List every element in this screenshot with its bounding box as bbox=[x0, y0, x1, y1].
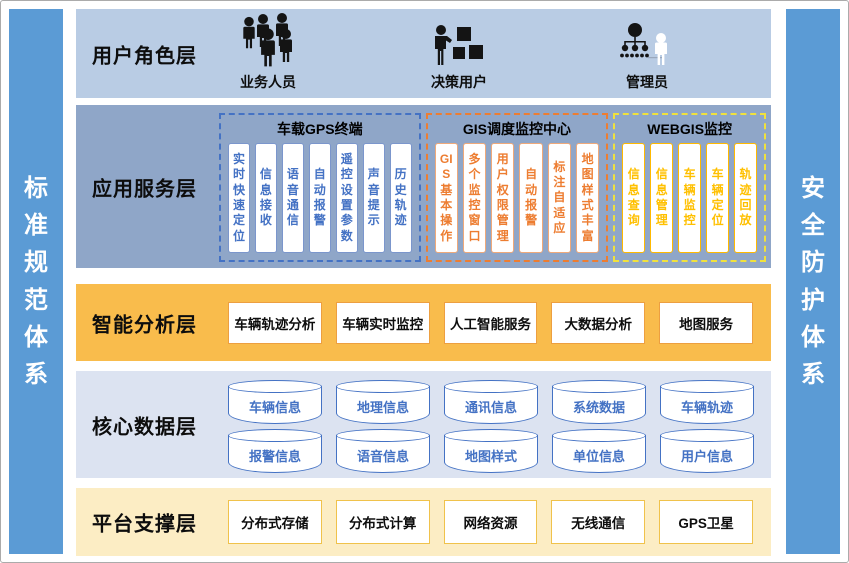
feature-pill: 历史轨迹 bbox=[389, 143, 412, 253]
database-label: 车辆轨迹 bbox=[680, 400, 733, 415]
layer-intelligent-analysis: 智能分析层 车辆轨迹分析 车辆实时监控 人工智能服务 大数据分析 地图服务 bbox=[76, 284, 771, 361]
database-cylinder: 用户信息 bbox=[660, 429, 754, 473]
role-label: 决策用户 bbox=[431, 74, 487, 90]
left-pillar-label: 标准规范体系 bbox=[24, 174, 48, 388]
analysis-service-box: 人工智能服务 bbox=[443, 301, 538, 344]
feature-pill: 信息管理 bbox=[650, 143, 674, 253]
support-boxes: 分布式存储 分布式计算 网络资源 无线通信 GPS卫星 bbox=[228, 488, 753, 556]
group-gis-dispatch-center: GIS调度监控中心 GIS基本操作 多个监控窗口 用户权限管理 自动报警 标注自… bbox=[425, 113, 609, 262]
database-label: 地理信息 bbox=[356, 400, 409, 415]
database-cylinder: 车辆轨迹 bbox=[660, 380, 754, 424]
feature-pill: 语音通信 bbox=[281, 143, 304, 253]
role-admin: 管理员 bbox=[618, 9, 676, 98]
database-cylinder: 通讯信息 bbox=[444, 380, 538, 424]
feature-pill: 自动报警 bbox=[519, 143, 543, 253]
database-cylinder: 地理信息 bbox=[336, 380, 430, 424]
group-vehicle-gps-terminal: 车载GPS终端 实时快速定位 信息接收 语音通信 自动报警 遥控设置参数 声音提… bbox=[219, 113, 421, 262]
roles-row: 业务人员 决策用户 bbox=[236, 9, 676, 98]
support-service-box: 分布式存储 bbox=[228, 500, 322, 544]
analysis-service-box: 地图服务 bbox=[659, 301, 753, 344]
layer-core-data: 核心数据层 车辆信息 地理信息 通讯信息 系统数据 车辆轨迹 报警信息 语音信息… bbox=[76, 371, 771, 478]
feature-pill: 实时快速定位 bbox=[227, 143, 250, 253]
support-service-box: 分布式计算 bbox=[335, 500, 430, 544]
role-business-staff: 业务人员 bbox=[236, 9, 300, 98]
feature-pill: 轨迹回放 bbox=[734, 143, 757, 253]
feature-pill: 声音提示 bbox=[362, 143, 385, 253]
database-cylinder: 车辆信息 bbox=[228, 380, 322, 424]
layer-platform-support: 平台支撑层 分布式存储 分布式计算 网络资源 无线通信 GPS卫星 bbox=[76, 488, 771, 556]
layers-column: 用户角色层 bbox=[76, 1, 771, 562]
layer-title: 核心数据层 bbox=[92, 416, 197, 438]
layer-title: 用户角色层 bbox=[92, 45, 197, 67]
admin-orgchart-icon bbox=[620, 23, 667, 65]
analysis-service-box: 车辆轨迹分析 bbox=[228, 301, 322, 344]
decision-user-icon bbox=[435, 25, 483, 65]
database-label: 通讯信息 bbox=[464, 400, 517, 415]
database-cylinder: 语音信息 bbox=[336, 429, 430, 473]
feature-pill: GIS基本操作 bbox=[434, 143, 458, 253]
layer-user-role: 用户角色层 bbox=[76, 9, 771, 98]
database-label: 报警信息 bbox=[248, 449, 301, 464]
database-label: 车辆信息 bbox=[248, 400, 301, 415]
analysis-service-box: 大数据分析 bbox=[551, 301, 646, 344]
right-pillar-label: 安全防护体系 bbox=[801, 174, 825, 388]
role-decision-user: 决策用户 bbox=[431, 9, 487, 98]
layer-title: 应用服务层 bbox=[92, 178, 197, 200]
feature-pills: 实时快速定位 信息接收 语音通信 自动报警 遥控设置参数 声音提示 历史轨迹 bbox=[227, 143, 412, 253]
feature-pill: 遥控设置参数 bbox=[335, 143, 358, 253]
group-webgis-monitor: WEBGIS监控 信息查询 信息管理 车辆监控 车辆定位 轨迹回放 bbox=[613, 113, 766, 262]
right-pillar: 安全防护体系 bbox=[786, 9, 840, 554]
support-service-box: 网络资源 bbox=[443, 500, 538, 544]
database-cylinder: 地图样式 bbox=[444, 429, 538, 473]
database-cylinder: 单位信息 bbox=[552, 429, 646, 473]
analysis-service-box: 车辆实时监控 bbox=[335, 301, 430, 344]
feature-pills: GIS基本操作 多个监控窗口 用户权限管理 自动报警 标注自适应 地图样式丰富 bbox=[434, 143, 600, 253]
group-title: 车载GPS终端 bbox=[277, 121, 363, 137]
database-cylinder: 报警信息 bbox=[228, 429, 322, 473]
database-label: 用户信息 bbox=[680, 449, 733, 464]
feature-pill: 标注自适应 bbox=[547, 143, 572, 253]
service-groups: 车载GPS终端 实时快速定位 信息接收 语音通信 自动报警 遥控设置参数 声音提… bbox=[219, 113, 766, 262]
layer-application-service: 应用服务层 车载GPS终端 实时快速定位 信息接收 语音通信 自动报警 遥控设置… bbox=[76, 105, 771, 268]
group-title: GIS调度监控中心 bbox=[462, 121, 572, 137]
feature-pill: 地图样式丰富 bbox=[576, 143, 600, 253]
database-label: 语音信息 bbox=[356, 449, 409, 464]
left-pillar: 标准规范体系 bbox=[9, 9, 63, 554]
support-service-box: 无线通信 bbox=[551, 500, 646, 544]
feature-pills: 信息查询 信息管理 车辆监控 车辆定位 轨迹回放 bbox=[622, 143, 757, 253]
feature-pill: 信息接收 bbox=[254, 143, 277, 253]
support-service-box: GPS卫星 bbox=[659, 500, 753, 544]
database-cylinder: 系统数据 bbox=[552, 380, 646, 424]
database-label: 系统数据 bbox=[572, 400, 625, 415]
feature-pill: 用户权限管理 bbox=[491, 143, 515, 253]
feature-pill: 车辆监控 bbox=[678, 143, 702, 253]
feature-pill: 车辆定位 bbox=[706, 143, 730, 253]
feature-pill: 自动报警 bbox=[308, 143, 331, 253]
role-label: 管理员 bbox=[626, 74, 668, 90]
analysis-boxes: 车辆轨迹分析 车辆实时监控 人工智能服务 大数据分析 地图服务 bbox=[228, 284, 753, 361]
feature-pill: 信息查询 bbox=[622, 143, 646, 253]
people-group-icon bbox=[243, 13, 292, 67]
database-label: 地图样式 bbox=[464, 449, 517, 464]
layer-title: 智能分析层 bbox=[92, 314, 197, 336]
database-label: 单位信息 bbox=[572, 449, 625, 464]
role-label: 业务人员 bbox=[240, 74, 296, 90]
feature-pill: 多个监控窗口 bbox=[462, 143, 487, 253]
group-title: WEBGIS监控 bbox=[647, 121, 733, 137]
layer-title: 平台支撑层 bbox=[92, 513, 197, 536]
database-grid: 车辆信息 地理信息 通讯信息 系统数据 车辆轨迹 报警信息 语音信息 地图样式 … bbox=[228, 380, 754, 473]
